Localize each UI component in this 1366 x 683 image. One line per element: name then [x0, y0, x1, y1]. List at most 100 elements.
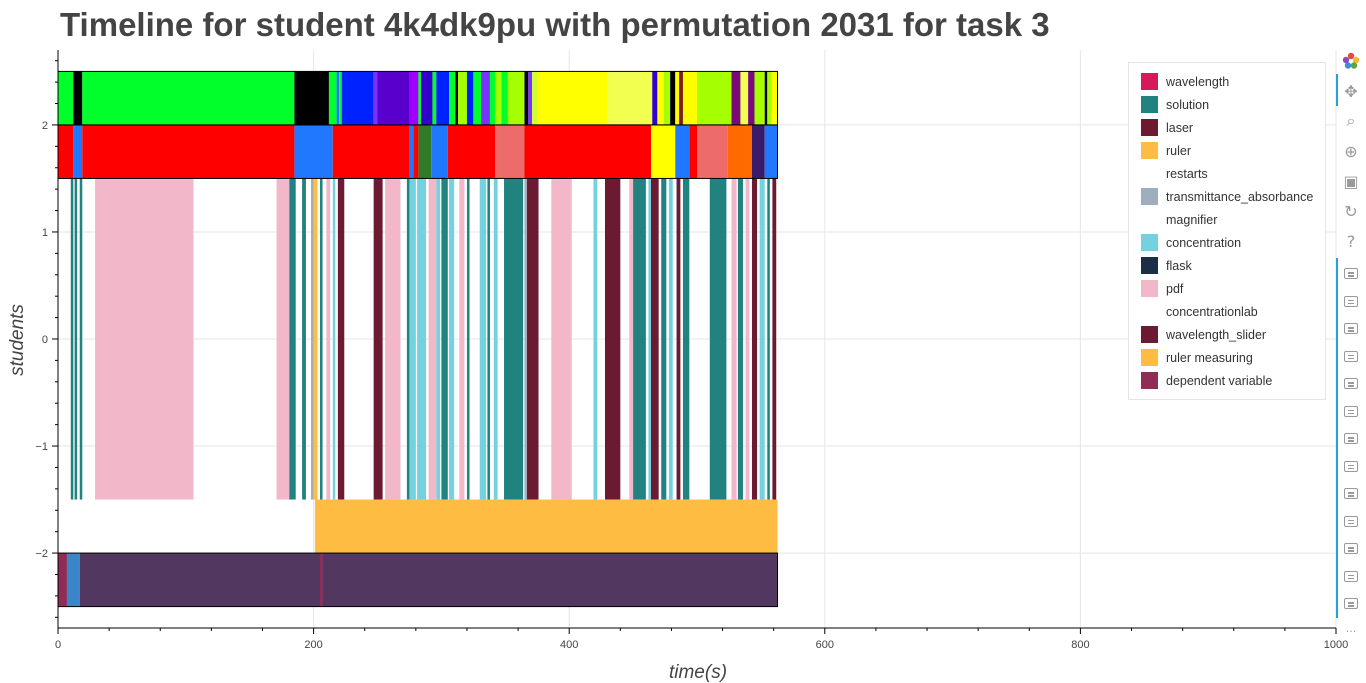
timeline-segment — [409, 178, 416, 500]
hover-tool-icon[interactable] — [1344, 543, 1358, 554]
timeline-segment — [337, 178, 345, 500]
timeline-segment — [313, 178, 318, 500]
legend-label: concentration — [1166, 235, 1242, 250]
timeline-segment — [679, 71, 683, 125]
reset-icon[interactable]: ↻ — [1344, 201, 1358, 221]
legend-swatch — [1141, 257, 1158, 274]
hover-tool-icon[interactable] — [1344, 405, 1358, 417]
timeline-segment — [652, 71, 658, 125]
legend-swatch — [1141, 73, 1158, 90]
timeline-segment — [682, 71, 697, 125]
timeline-segment — [449, 178, 455, 500]
legend-label: transmittance_absorbance — [1166, 189, 1314, 204]
timeline-segment — [302, 178, 306, 500]
timeline-segment — [481, 71, 490, 125]
wheel-zoom-icon[interactable]: ⊕ — [1344, 141, 1358, 161]
timeline-segment — [377, 71, 410, 125]
hover-tool-icon[interactable] — [1344, 323, 1358, 334]
legend-item[interactable]: ruler measuring — [1129, 346, 1325, 369]
legend-item[interactable]: wavelength — [1129, 70, 1325, 93]
hover-tool-icon[interactable] — [1344, 598, 1358, 609]
hover-tool-icon[interactable] — [1344, 460, 1358, 472]
save-icon[interactable]: ▣ — [1343, 171, 1359, 191]
timeline-segment — [764, 124, 778, 179]
legend-item[interactable]: laser — [1129, 116, 1325, 139]
legend-label: flask — [1166, 258, 1192, 273]
timeline-segment — [527, 178, 539, 500]
x-tick-label: 400 — [560, 639, 578, 651]
legend-swatch — [1141, 326, 1158, 343]
timeline-segment — [767, 71, 772, 125]
timeline-segment — [341, 71, 374, 125]
timeline-segment — [709, 178, 727, 500]
legend-item[interactable]: concentrationlab — [1129, 300, 1325, 323]
legend-item[interactable]: restarts — [1129, 162, 1325, 185]
hover-tool-icon[interactable] — [1344, 488, 1358, 499]
axes: 0 200 400 600 800 1000 −2 −1 0 1 2 — [35, 50, 1348, 651]
timeline-segment — [737, 178, 744, 500]
legend-item[interactable]: flask — [1129, 254, 1325, 277]
box-zoom-icon[interactable]: ⌕ — [1346, 111, 1356, 130]
timeline-segment — [428, 178, 437, 500]
timeline-segment — [58, 71, 74, 125]
timeline-segment — [418, 124, 432, 179]
more-tools-icon[interactable]: ... — [1345, 622, 1357, 635]
timeline-segment — [82, 71, 295, 125]
timeline-segment — [629, 178, 634, 500]
timeline-segment — [650, 178, 659, 500]
timeline-segment — [771, 71, 778, 125]
y-tick-label: −2 — [35, 548, 48, 560]
timeline-segment — [311, 178, 314, 500]
hover-tool-icon[interactable] — [1344, 433, 1358, 444]
legend-label: restarts — [1166, 166, 1208, 181]
hover-tool-icon[interactable] — [1344, 268, 1358, 279]
legend-item[interactable]: solution — [1129, 93, 1325, 116]
legend-label: ruler — [1166, 143, 1192, 158]
timeline-segment — [66, 553, 80, 607]
timeline-segment — [447, 124, 496, 179]
timeline-segment — [339, 71, 342, 125]
hover-tool-icon[interactable] — [1344, 515, 1358, 527]
timeline-segment — [332, 124, 410, 179]
timeline-segment — [58, 553, 67, 607]
hover-tool-icon[interactable] — [1344, 350, 1358, 362]
help-icon[interactable]: ? — [1346, 231, 1356, 251]
legend-item[interactable]: wavelength_slider — [1129, 323, 1325, 346]
y-axis-title: students — [7, 304, 28, 376]
legend-swatch — [1141, 280, 1158, 297]
timeline-segment — [420, 71, 433, 125]
legend-label: ruler measuring — [1166, 350, 1253, 365]
legend-item[interactable]: concentration — [1129, 231, 1325, 254]
legend-item[interactable]: dependent variable — [1129, 369, 1325, 392]
bokeh-logo-icon[interactable] — [1340, 50, 1362, 72]
hover-tool-icon[interactable] — [1344, 295, 1358, 307]
timeline-segment — [593, 178, 598, 500]
timeline-segment — [501, 71, 508, 125]
legend-item[interactable]: transmittance_absorbance — [1129, 185, 1325, 208]
hover-tool-icon[interactable] — [1344, 378, 1358, 389]
timeline-segment — [745, 178, 750, 500]
timeline-segment — [504, 178, 524, 500]
timeline-segment — [657, 71, 664, 125]
timeline-segment — [507, 71, 525, 125]
timeline-segment — [767, 178, 770, 500]
timeline-segment — [675, 124, 690, 179]
timeline-segment — [466, 71, 474, 125]
timeline-segment — [294, 124, 333, 179]
legend-label: magnifier — [1166, 212, 1218, 227]
timeline-segment — [740, 71, 749, 125]
hover-tool-icon[interactable] — [1344, 570, 1358, 582]
timeline-segment — [748, 71, 755, 125]
legend-item[interactable]: pdf — [1129, 277, 1325, 300]
x-tick-label: 600 — [816, 639, 834, 651]
timeline-segment — [418, 71, 421, 125]
timeline-segment — [373, 178, 383, 500]
legend-item[interactable]: ruler — [1129, 139, 1325, 162]
legend-item[interactable]: magnifier — [1129, 208, 1325, 231]
plot-toolbar: ✥ ⌕ ⊕ ▣ ↻?... — [1336, 46, 1366, 636]
pan-icon[interactable]: ✥ — [1344, 81, 1358, 101]
timeline-segment — [675, 71, 680, 125]
timeline-segment — [528, 71, 533, 125]
timeline-segment — [495, 71, 502, 125]
